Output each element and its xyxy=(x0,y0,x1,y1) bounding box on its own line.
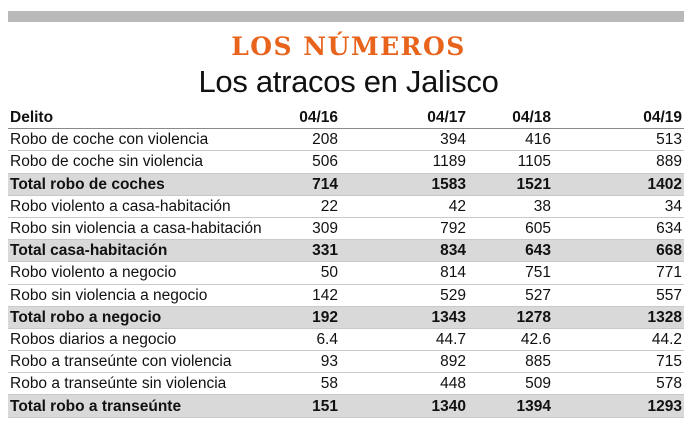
table-cell: 142 xyxy=(278,284,340,307)
table-cell: 557 xyxy=(553,284,684,307)
table-body: Robo de coche con violencia 208 394 416 513 R… xyxy=(8,128,684,418)
column-header: 04/17 xyxy=(340,107,468,130)
table-cell: 834 xyxy=(340,239,468,263)
table-cell: 1293 xyxy=(553,394,684,418)
table-cell: 44.7 xyxy=(340,328,468,352)
table-cell: 416 xyxy=(468,128,553,152)
table-cell: 208 xyxy=(278,128,340,152)
row-label: Robo sin violencia a casa-habitación xyxy=(8,217,278,241)
table-cell: 34 xyxy=(553,195,684,218)
table-cell: 1521 xyxy=(468,173,553,196)
table-cell: 527 xyxy=(468,284,553,307)
table-cell: 1340 xyxy=(340,394,468,418)
table-cell: 22 xyxy=(278,195,340,218)
table-row: Robo sin violencia a casa-habitación 309 7… xyxy=(8,217,684,241)
row-label: Robo violento a negocio xyxy=(8,261,278,285)
row-label: Robo de coche sin violencia xyxy=(8,150,278,174)
section-kicker: LOS NÚMEROS xyxy=(231,32,466,61)
row-label: Total casa-habitación xyxy=(8,239,278,263)
table-total-row: Total robo de coches 714 1583 1521 1402 xyxy=(8,173,684,196)
row-label: Total robo a transeúnte xyxy=(8,394,278,418)
table-cell: 506 xyxy=(278,150,340,174)
table-cell: 771 xyxy=(553,261,684,285)
table-header-row: Delito 04/16 04/17 04/18 04/19 xyxy=(8,107,684,130)
table-row: Robo sin violencia a negocio 142 529 527 557 xyxy=(8,284,684,307)
row-label: Robo a transeúnte sin violencia xyxy=(8,372,278,396)
table-cell: 529 xyxy=(340,284,468,307)
table-cell: 6.4 xyxy=(278,328,340,352)
table-cell: 668 xyxy=(553,239,684,263)
table-total-row: Total robo a negocio 192 1343 1278 1328 xyxy=(8,306,684,329)
table-cell: 714 xyxy=(278,173,340,196)
table-cell: 394 xyxy=(340,128,468,152)
table-cell: 634 xyxy=(553,217,684,241)
table-cell: 50 xyxy=(278,261,340,285)
table-total-row: Total robo a transeúnte 151 1340 1394 1293 xyxy=(8,394,684,418)
table-row: Robo violento a negocio 50 814 751 771 xyxy=(8,261,684,285)
table-row: Robo a transeúnte con violencia 93 892 885 7… xyxy=(8,350,684,374)
table-cell: 448 xyxy=(340,372,468,396)
table-cell: 751 xyxy=(468,261,553,285)
table-cell: 1402 xyxy=(553,173,684,196)
table-total-row: Total casa-habitación 331 834 643 668 xyxy=(8,239,684,263)
table-row: Robo de coche sin violencia 506 1189 1105 88… xyxy=(8,150,684,174)
table-cell: 42.6 xyxy=(468,328,553,352)
table-cell: 151 xyxy=(278,394,340,418)
table-cell: 513 xyxy=(553,128,684,152)
table-cell: 331 xyxy=(278,239,340,263)
table-cell: 309 xyxy=(278,217,340,241)
table-cell: 509 xyxy=(468,372,553,396)
table-row: Robo a transeúnte sin violencia 58 448 509 5… xyxy=(8,372,684,396)
table-cell: 814 xyxy=(340,261,468,285)
table-cell: 792 xyxy=(340,217,468,241)
row-label: Robo de coche con violencia xyxy=(8,128,278,152)
table-cell: 1328 xyxy=(553,306,684,329)
column-header: Delito xyxy=(8,107,278,130)
table-cell: 42 xyxy=(340,195,468,218)
table-cell: 605 xyxy=(468,217,553,241)
table-row: Robos diarios a negocio 6.4 44.7 42.6 44.2 xyxy=(8,328,684,352)
column-header: 04/19 xyxy=(553,107,684,130)
table-cell: 1583 xyxy=(340,173,468,196)
table-cell: 38 xyxy=(468,195,553,218)
table-cell: 1394 xyxy=(468,394,553,418)
row-label: Total robo de coches xyxy=(8,173,278,196)
table-cell: 643 xyxy=(468,239,553,263)
table-cell: 892 xyxy=(340,350,468,374)
top-rule-bar xyxy=(8,11,684,22)
table-cell: 44.2 xyxy=(553,328,684,352)
table-cell: 192 xyxy=(278,306,340,329)
table-row: Robo de coche con violencia 208 394 416 513 xyxy=(8,128,684,152)
row-label: Robo violento a casa-habitación xyxy=(8,195,278,218)
page-title: Los atracos en Jalisco xyxy=(198,64,499,99)
table-cell: 58 xyxy=(278,372,340,396)
table-cell: 93 xyxy=(278,350,340,374)
robberies-table: Delito 04/16 04/17 04/18 04/19 Robo de c… xyxy=(8,107,684,418)
column-header: 04/18 xyxy=(468,107,553,130)
table-row: Robo violento a casa-habitación 22 42 38 34 xyxy=(8,195,684,218)
table-cell: 1189 xyxy=(340,150,468,174)
column-header: 04/16 xyxy=(278,107,340,130)
table-cell: 885 xyxy=(468,350,553,374)
table-cell: 1105 xyxy=(468,150,553,174)
row-label: Total robo a negocio xyxy=(8,306,278,329)
row-label: Robos diarios a negocio xyxy=(8,328,278,352)
table-cell: 578 xyxy=(553,372,684,396)
table-cell: 1278 xyxy=(468,306,553,329)
row-label: Robo a transeúnte con violencia xyxy=(8,350,278,374)
table-cell: 889 xyxy=(553,150,684,174)
table-cell: 1343 xyxy=(340,306,468,329)
table-cell: 715 xyxy=(553,350,684,374)
row-label: Robo sin violencia a negocio xyxy=(8,284,278,307)
